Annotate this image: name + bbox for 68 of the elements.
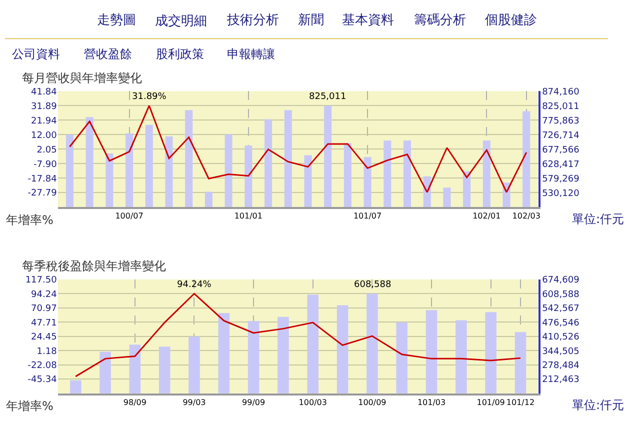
text: 公司資料 xyxy=(12,47,60,61)
data-label: 94.24% xyxy=(177,280,212,290)
text: 個股健診 xyxy=(485,13,537,28)
text: 籌碼分析 xyxy=(414,13,466,28)
y2-tick-label: 278,484 xyxy=(542,360,580,371)
y-tick-label: -7.90 xyxy=(34,160,58,170)
data-label: 31.89% xyxy=(132,92,167,102)
text: 申報轉讓 xyxy=(227,47,275,61)
line-series xyxy=(74,292,522,378)
data-label: 608,588 xyxy=(354,280,392,290)
x-tick-label: 100/07 xyxy=(115,212,144,221)
y2-tick-label: 608,588 xyxy=(542,290,580,300)
y2-tick-label: 775,863 xyxy=(542,116,580,126)
x-tick-label: 102/03 xyxy=(512,212,540,221)
x-tick-label: 101/12 xyxy=(506,398,535,407)
x-tick-label: 102/01 xyxy=(472,212,501,221)
y2-tick-label: 874,160 xyxy=(542,87,580,98)
y-tick-label: 24.45 xyxy=(31,332,57,343)
text: 技術分析 xyxy=(226,13,279,28)
y2-tick-label: 579,269 xyxy=(542,174,580,184)
y-tick-label: 117.50 xyxy=(25,276,58,286)
text: 走勢圖 xyxy=(97,13,136,28)
y2-tick-label: 410,526 xyxy=(542,332,580,343)
y2-tick-label: 344,505 xyxy=(542,346,580,357)
y-tick-label: -17.84 xyxy=(28,174,58,184)
y-tick-label: 94.24 xyxy=(31,290,58,300)
line-series xyxy=(68,104,528,193)
y-tick-label: 41.84 xyxy=(31,87,58,98)
text: 基本資料 xyxy=(342,13,394,28)
x-tick-label: 101/03 xyxy=(417,398,446,407)
y2-tick-label: 530,120 xyxy=(542,188,580,199)
y2-tick-label: 542,567 xyxy=(542,304,580,314)
y2-tick-label: 628,417 xyxy=(542,160,580,170)
x-tick-label: 99/09 xyxy=(242,398,266,407)
x-tick-label: 98/09 xyxy=(123,398,146,407)
x-tick-label: 101/01 xyxy=(234,212,262,221)
y-axis-title: 年增率% xyxy=(6,399,54,413)
y-tick-label: 1.18 xyxy=(36,346,58,357)
y2-tick-label: 825,011 xyxy=(542,102,580,112)
y-tick-label: 31.89 xyxy=(31,102,58,112)
y-tick-label: 70.97 xyxy=(31,304,57,314)
y2-tick-label: 677,566 xyxy=(542,145,580,156)
chart-title: 每季稅後盈餘與年增率變化 xyxy=(22,259,166,273)
chart-title: 每月營收與年增率變化 xyxy=(22,71,142,85)
y2-tick-label: 674,609 xyxy=(542,276,580,286)
x-tick-label: 100/09 xyxy=(358,398,386,407)
y2-axis-title: 單位:仟元 xyxy=(572,398,624,412)
y2-tick-label: 726,714 xyxy=(542,130,580,141)
text: 營收盈餘 xyxy=(84,47,132,61)
y-tick-label: 47.71 xyxy=(31,318,57,328)
y-tick-label: 2.05 xyxy=(36,145,57,156)
y-tick-label: 12.00 xyxy=(31,130,58,141)
y-tick-label: -22.08 xyxy=(28,361,58,371)
y2-axis-title: 單位:仟元 xyxy=(572,212,624,226)
x-tick-label: 101/09 xyxy=(476,398,505,407)
data-label: 825,011 xyxy=(309,92,346,102)
y-tick-label: -27.79 xyxy=(28,188,58,199)
x-tick-label: 99/03 xyxy=(182,398,206,407)
y-tick-label: -45.34 xyxy=(28,375,58,386)
y2-tick-label: 212,463 xyxy=(542,375,580,386)
x-tick-label: 101/07 xyxy=(353,212,382,221)
text: 股利政策 xyxy=(156,47,204,61)
text: 新聞 xyxy=(298,13,324,28)
x-tick-label: 100/03 xyxy=(298,398,327,407)
y-axis-title: 年增率% xyxy=(6,213,54,227)
text: 成交明細 xyxy=(155,13,207,29)
y2-tick-label: 476,546 xyxy=(542,318,580,328)
y-tick-label: 21.94 xyxy=(31,116,58,126)
